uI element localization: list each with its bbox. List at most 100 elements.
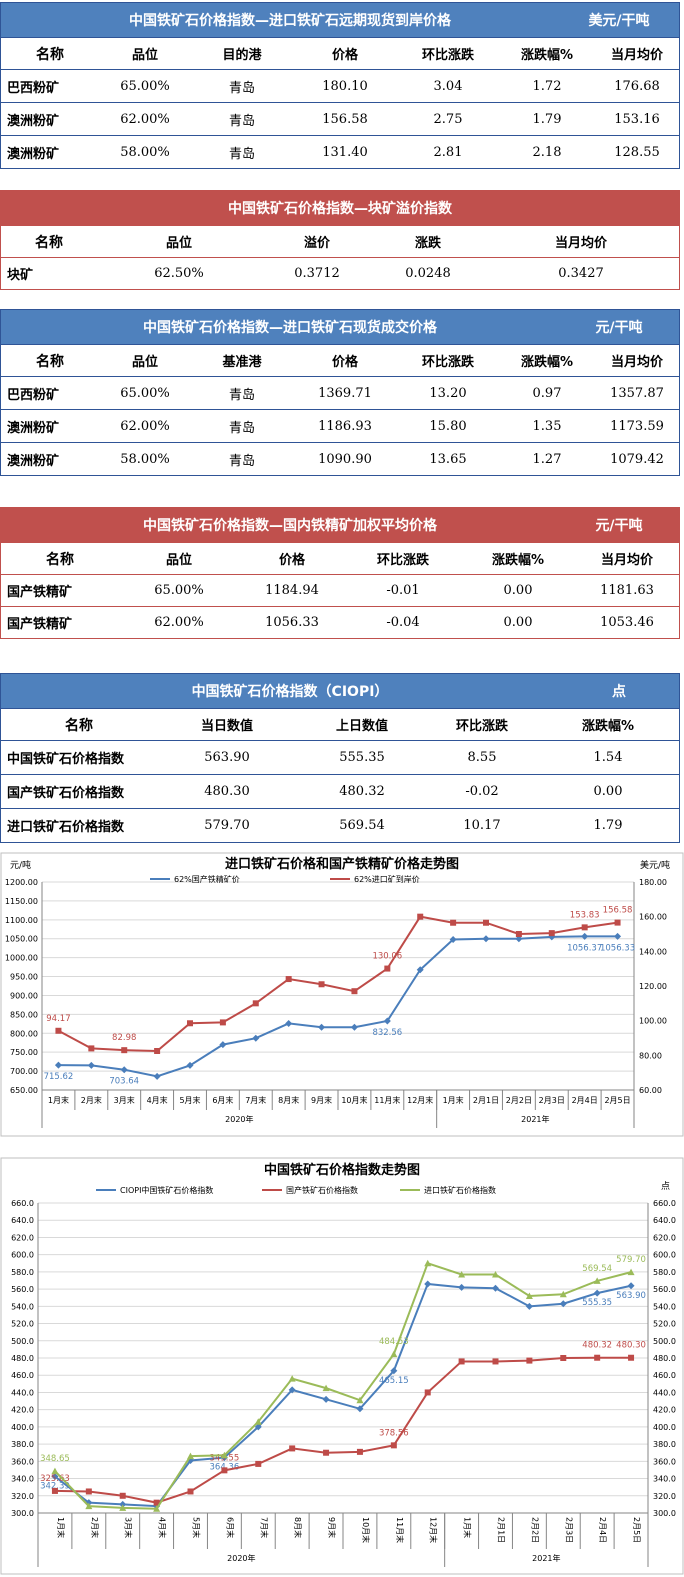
column-header: 环比涨跌 [376,553,429,568]
column-header: 当日数值 [200,719,253,734]
series-line [54,1282,632,1508]
table-cell: 58.00% [120,144,170,160]
data-point [525,1302,533,1310]
y-tick-label-left: 580.0 [11,1268,34,1277]
data-point [254,1418,262,1425]
data-point [492,1270,499,1278]
column-header: 名称 [36,353,64,370]
y-tick-label-left: 850.00 [10,1010,38,1019]
table-cell: 1369.71 [318,385,372,401]
x-tick-label: 8月末 [293,1517,303,1538]
x-tick-label: 6月末 [212,1095,233,1105]
column-header: 品位 [165,236,192,251]
data-point [153,1499,160,1506]
table-cell: 2.75 [433,111,463,127]
column-header: 溢价 [303,236,330,251]
y-tick-label-left: 420.0 [11,1406,34,1415]
data-point [119,1492,126,1499]
series-line [57,915,618,1053]
y-tick-label-right: 120.00 [639,982,667,991]
column-header: 名称 [46,551,74,568]
table-cell: 153.16 [614,111,660,127]
legend-entry: 进口铁矿石价格指数 [424,1185,496,1195]
legend-entry: 62%国产铁精矿价 [174,874,240,884]
x-tick-label: 1月末 [56,1517,66,1538]
column-header: 环比涨跌 [455,719,508,734]
data-label: 703.64 [109,1077,139,1087]
data-point [458,1270,466,1278]
table-header-row: 名称 品位 价格 环比涨跌 涨跌幅% 当月均价 [1,542,679,574]
table-title: 中国铁矿石价格指数—块矿溢价指数 [228,201,452,217]
row-name-cell: 澳洲粉矿 [7,113,60,129]
data-point [458,1283,466,1291]
data-point [55,1027,62,1034]
y-tick-label-right: 460.0 [653,1371,676,1380]
x-tick-label: 10月末 [341,1095,367,1105]
y-tick-label-left: 540.0 [11,1302,34,1311]
data-label: 480.30 [616,1341,646,1351]
table-cell: 13.65 [429,451,467,467]
data-point [187,1020,193,1027]
y-tick-label-left: 320.0 [11,1492,34,1501]
legend-entry: 62%进口矿到岸价 [354,874,420,884]
row-name-cell: 国产铁精矿 [7,617,73,632]
table-cell: 569.54 [339,818,385,833]
table-cell: 1173.59 [610,418,664,434]
column-header: 环比涨跌 [421,48,474,63]
table-ciopi: 中国铁矿石价格指数（CIOPI） 点 名称 当日数值 上日数值 环比涨跌 涨跌幅% 中国铁… [0,673,680,843]
table-row: 巴西粉矿 65.00% 青岛 1369.71 13.20 0.97 1357.87 [1,376,679,409]
data-label: 156.58 [603,906,633,916]
data-point [581,924,588,931]
y-tick-label-left: 620.0 [11,1233,34,1242]
y-axis-label-left: 元/吨 [10,859,31,871]
data-point [390,1442,397,1449]
row-name-cell: 澳洲粉矿 [7,420,60,436]
y-tick-label-right: 300.0 [653,1509,676,1518]
data-point [482,935,490,943]
column-header: 涨跌幅% [520,48,574,63]
data-point [187,1456,194,1464]
year-label: 2021年 [532,1553,560,1563]
table-cell: 1.35 [532,418,562,434]
data-label: 1056.33 [600,943,635,953]
data-point [628,1354,635,1361]
data-label: 348.65 [40,1454,70,1464]
data-point [548,930,555,937]
row-name-cell: 巴西粉矿 [7,387,60,403]
table-cell: 480.32 [339,784,385,799]
table-cell: 131.40 [322,144,368,160]
data-point [221,1467,228,1474]
table-cell: 65.00% [120,78,170,94]
data-point [51,1487,58,1494]
y-tick-label-right: 400.0 [653,1423,676,1432]
y-tick-label-left: 600.0 [11,1251,34,1260]
column-header: 品位 [131,355,158,370]
table-row: 国产铁精矿 65.00% 1184.94 -0.01 0.00 1181.63 [1,574,679,606]
x-tick-label: 12月末 [429,1517,439,1543]
row-name-cell: 澳洲粉矿 [7,453,60,469]
x-tick-label: 2月1日 [497,1517,506,1543]
table-cell: 1181.63 [600,583,654,598]
x-tick-label: 8月末 [278,1095,299,1105]
column-header: 当月均价 [610,355,663,370]
data-point [593,1289,601,1297]
table-cell: 62.00% [120,418,170,434]
x-tick-label: 7月末 [259,1517,269,1538]
data-point [323,1449,330,1456]
data-point [288,1386,296,1394]
data-label: 555.35 [582,1298,612,1308]
data-point [424,1259,432,1267]
row-name-cell: 中国铁矿石价格指数 [7,752,125,767]
y-tick-label-left: 360.0 [11,1457,34,1466]
data-point [51,1472,59,1480]
x-tick-label: 3月末 [114,1095,135,1105]
table-row: 澳洲粉矿 62.00% 青岛 156.58 2.75 1.79 153.16 [1,102,679,135]
data-label: 153.83 [570,910,600,920]
x-tick-label: 2月4日 [598,1517,607,1543]
y-tick-label-right: 100.00 [639,1017,667,1026]
table-cell: 1090.90 [318,451,372,467]
x-tick-label: 2月2日 [506,1096,532,1105]
x-tick-label: 3月末 [124,1517,134,1538]
data-point [424,1389,431,1396]
y-tick-label-left: 400.0 [11,1423,34,1432]
